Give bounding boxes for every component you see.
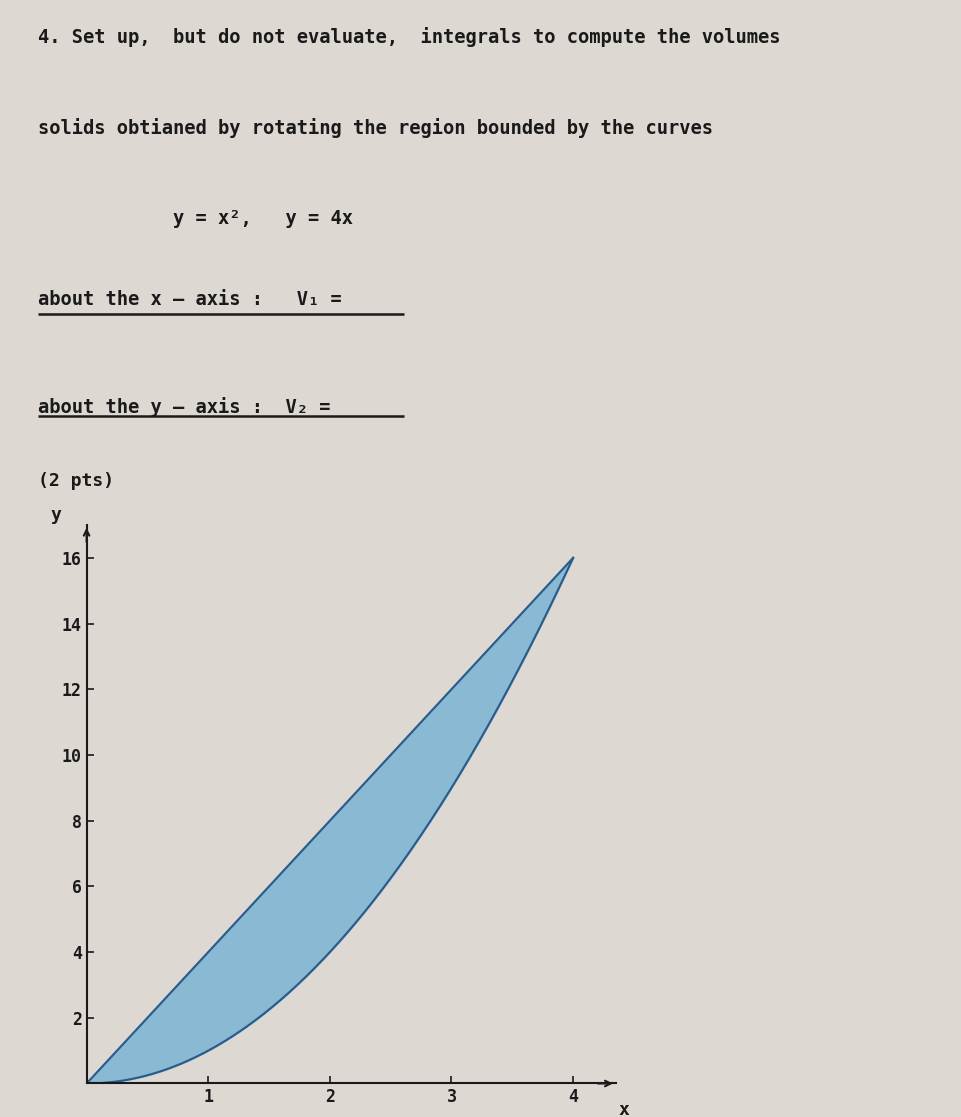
Text: (2 pts): (2 pts) <box>38 471 114 490</box>
Text: x: x <box>618 1100 629 1117</box>
Text: 4. Set up,  but do not evaluate,  integrals to compute the volumes: 4. Set up, but do not evaluate, integral… <box>38 27 780 47</box>
Text: y: y <box>51 506 62 524</box>
Text: about the x – axis :   V₁ =: about the x – axis : V₁ = <box>38 289 342 308</box>
Text: solids obtianed by rotating the region bounded by the curves: solids obtianed by rotating the region b… <box>38 118 713 139</box>
Text: about the y – axis :  V₂ =: about the y – axis : V₂ = <box>38 397 331 417</box>
Text: y = x²,   y = 4x: y = x², y = 4x <box>173 209 353 228</box>
